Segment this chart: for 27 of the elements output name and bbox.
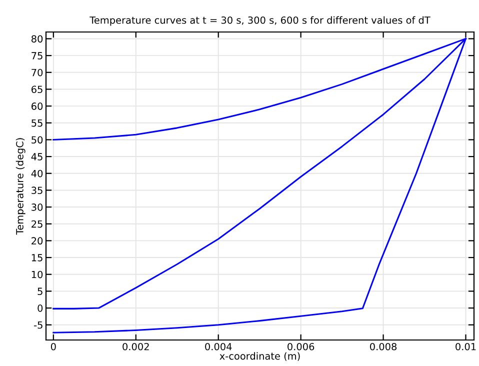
y-tick-label: 65 [32, 86, 42, 94]
y-tick-label: 60 [32, 102, 43, 110]
y-tick-label: 80 [32, 35, 43, 43]
x-tick-label: 0.01 [456, 342, 476, 350]
x-tick-label: 0.008 [370, 342, 397, 350]
y-tick-label: 25 [32, 220, 42, 228]
y-tick-label: 5 [38, 288, 42, 296]
y-tick-label: -5 [34, 321, 42, 329]
y-tick-label: 15 [32, 254, 42, 262]
x-tick-label: 0 [50, 342, 56, 350]
y-tick-label: 10 [32, 270, 43, 278]
y-tick-label: 0 [38, 304, 43, 312]
y-tick-label: 35 [32, 186, 42, 194]
y-axis-title: Temperature (degC) [16, 138, 26, 235]
y-tick-label: 50 [32, 136, 43, 144]
y-tick-label: 20 [32, 237, 43, 245]
chart-title: Temperature curves at t = 30 s, 300 s, 600 s for different values of dT [90, 16, 430, 26]
y-tick-label: 30 [32, 204, 43, 211]
y-tick-label: 40 [31, 170, 43, 178]
y-tick-label: 75 [32, 52, 42, 60]
x-axis-title: x-coordinate (m) [220, 352, 300, 361]
x-tick-label: 0.006 [288, 342, 314, 350]
y-tick-label: 70 [32, 68, 43, 76]
x-tick-label: 0.004 [205, 342, 232, 350]
y-tick-label: 45 [31, 153, 42, 160]
x-tick-label: 0.002 [122, 342, 149, 350]
y-tick-label: 55 [32, 119, 42, 127]
